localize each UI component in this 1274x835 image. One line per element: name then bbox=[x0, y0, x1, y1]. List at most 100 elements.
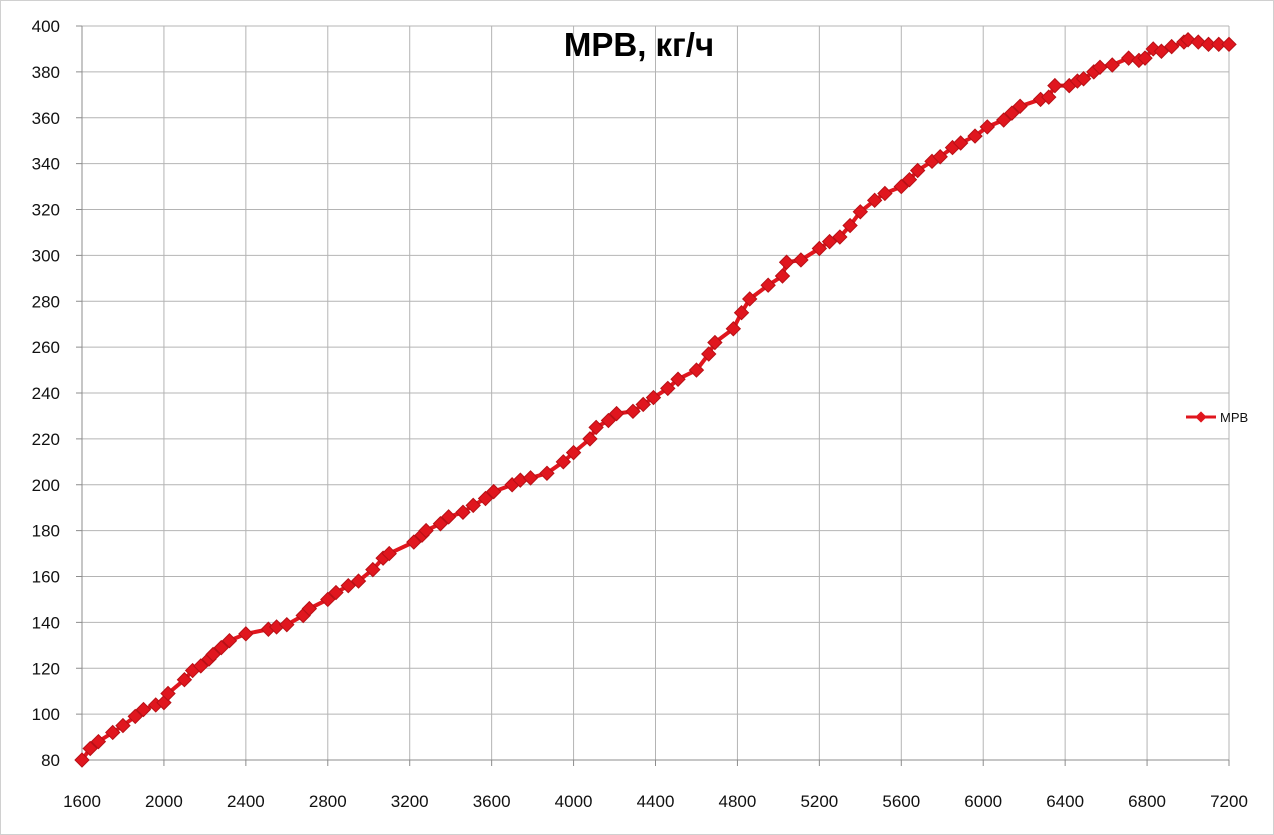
data-point bbox=[995, 112, 1012, 128]
data-point bbox=[1211, 36, 1227, 53]
data-point bbox=[952, 135, 969, 151]
data-point bbox=[725, 321, 742, 337]
data-point bbox=[707, 334, 723, 351]
data-point bbox=[465, 497, 481, 514]
data-point bbox=[221, 633, 238, 649]
data-point bbox=[600, 412, 617, 429]
x-tick-label: 4400 bbox=[637, 792, 675, 811]
data-point bbox=[877, 185, 893, 202]
axes bbox=[76, 25, 1230, 766]
data-point bbox=[932, 149, 948, 165]
x-tick-label: 7200 bbox=[1210, 792, 1248, 811]
data-point bbox=[1104, 57, 1120, 73]
data-point bbox=[440, 509, 457, 525]
x-tick-label: 6400 bbox=[1046, 792, 1084, 811]
data-point bbox=[328, 584, 344, 601]
data-point bbox=[832, 229, 848, 245]
data-point bbox=[135, 701, 152, 718]
data-point bbox=[1190, 34, 1206, 50]
x-tick-label: 4800 bbox=[719, 792, 757, 811]
data-point bbox=[625, 403, 641, 420]
data-point bbox=[1004, 105, 1020, 121]
x-tick-label: 2000 bbox=[145, 792, 183, 811]
data-point bbox=[774, 268, 791, 284]
data-point bbox=[811, 240, 828, 257]
data-point bbox=[127, 708, 143, 725]
data-point bbox=[733, 305, 750, 321]
data-point bbox=[645, 389, 662, 406]
data-point bbox=[852, 204, 869, 220]
y-tick-label: 340 bbox=[32, 155, 60, 174]
y-tick-label: 220 bbox=[32, 430, 60, 449]
data-point bbox=[967, 128, 983, 144]
gridlines bbox=[81, 25, 1230, 761]
y-tick-label: 200 bbox=[32, 476, 60, 495]
x-tick-label: 4000 bbox=[555, 792, 593, 811]
data-point bbox=[1137, 50, 1153, 66]
data-point bbox=[539, 465, 555, 481]
data-point bbox=[555, 454, 572, 470]
y-tick-label: 80 bbox=[41, 751, 60, 770]
data-point bbox=[205, 646, 221, 663]
data-point bbox=[688, 362, 705, 378]
data-point bbox=[821, 233, 838, 250]
y-tick-label: 120 bbox=[32, 659, 60, 678]
data-point bbox=[1012, 98, 1028, 114]
data-point bbox=[660, 380, 676, 397]
data-point bbox=[760, 277, 776, 293]
y-tick-label: 160 bbox=[32, 568, 60, 587]
data-point bbox=[176, 672, 193, 688]
data-point bbox=[608, 405, 625, 422]
data-point bbox=[115, 717, 131, 734]
x-tick-label: 3200 bbox=[391, 792, 429, 811]
y-tick-label: 140 bbox=[32, 613, 60, 632]
data-point bbox=[365, 561, 381, 578]
data-point bbox=[842, 217, 858, 234]
data-point bbox=[1145, 41, 1161, 57]
data-point bbox=[582, 431, 598, 447]
data-point bbox=[340, 577, 356, 594]
data-point bbox=[670, 371, 686, 387]
x-tick-label: 5200 bbox=[800, 792, 838, 811]
data-point bbox=[193, 658, 209, 674]
data-point bbox=[588, 419, 604, 436]
y-tick-label: 100 bbox=[32, 705, 60, 724]
data-point bbox=[455, 504, 471, 520]
data-point bbox=[1200, 36, 1217, 53]
data-point bbox=[406, 534, 422, 550]
y-tick-label: 300 bbox=[32, 246, 60, 265]
data-point bbox=[160, 685, 176, 702]
data-point bbox=[778, 254, 795, 270]
series-mpb bbox=[74, 32, 1237, 768]
data-point bbox=[1221, 36, 1237, 53]
data-point bbox=[866, 192, 883, 209]
data-point bbox=[320, 591, 336, 608]
legend-marker bbox=[1195, 411, 1207, 423]
y-tick-label: 400 bbox=[32, 17, 60, 36]
data-point bbox=[485, 483, 502, 500]
data-point bbox=[1163, 38, 1180, 55]
x-tick-label: 3600 bbox=[473, 792, 511, 811]
chart-title: MPB, кг/ч bbox=[564, 26, 714, 63]
data-point bbox=[742, 291, 758, 307]
data-point bbox=[1153, 43, 1170, 59]
data-point bbox=[477, 490, 494, 507]
y-tick-label: 360 bbox=[32, 109, 60, 128]
y-tick-label: 320 bbox=[32, 201, 60, 220]
data-point bbox=[82, 740, 98, 757]
legend-label: MPB bbox=[1220, 410, 1248, 425]
data-point bbox=[90, 733, 107, 750]
data-point bbox=[565, 444, 582, 461]
data-point bbox=[522, 470, 539, 486]
data-point bbox=[909, 162, 926, 179]
y-tick-label: 380 bbox=[32, 63, 60, 82]
data-point bbox=[701, 346, 717, 362]
data-point bbox=[979, 119, 996, 135]
data-point bbox=[432, 516, 449, 532]
data-point bbox=[301, 600, 318, 617]
data-point bbox=[1120, 50, 1137, 66]
tick-labels: 1600 2000 2400 2800 3200 3600 4000 4400 4800 5200… bbox=[32, 17, 1248, 811]
x-tick-label: 2800 bbox=[309, 792, 347, 811]
data-point bbox=[635, 396, 651, 413]
x-tick-label: 2400 bbox=[227, 792, 265, 811]
